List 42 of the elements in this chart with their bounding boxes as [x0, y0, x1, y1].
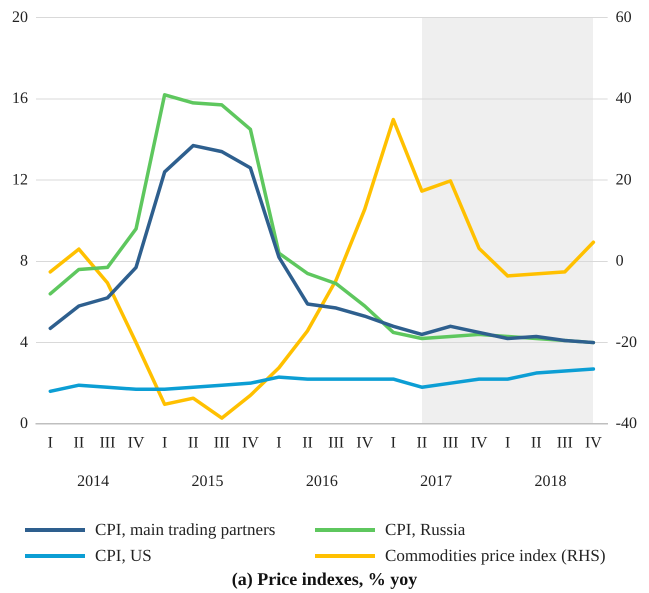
x-tick-label: III: [328, 434, 344, 452]
x-tick-label: IV: [242, 434, 260, 452]
y2-tick-label: 20: [616, 171, 632, 188]
y-tick-label: 8: [20, 252, 28, 270]
x-tick-label: II: [302, 434, 313, 452]
x-tick-label: I: [48, 434, 53, 452]
x-tick-label: IV: [356, 434, 374, 452]
x-tick-label: III: [99, 434, 116, 452]
text: 2016: [306, 473, 338, 490]
x-tick-label: I: [504, 434, 510, 452]
x-tick-label: II: [530, 434, 542, 452]
text: (a) Price indexes, % yoy: [230, 569, 418, 590]
y2-tick-label: -20: [616, 334, 637, 351]
text: 2014: [77, 473, 110, 490]
text: 2018: [534, 473, 567, 490]
legend-label: CPI, US: [95, 546, 152, 566]
y-tick-label: 12: [12, 171, 28, 188]
x-tick-label: III: [214, 434, 230, 452]
x-tick-label: IV: [128, 434, 145, 452]
x-tick-label: III: [442, 434, 458, 452]
y2-tick-label: 0: [616, 252, 624, 270]
text: 2015: [192, 473, 224, 490]
y-tick-label: 4: [20, 334, 28, 351]
x-tick-label: II: [188, 434, 199, 452]
legend-label: Commodities price index (RHS): [385, 546, 606, 566]
y-tick-label: 20: [12, 8, 28, 26]
x-tick-label: III: [556, 434, 573, 452]
y-tick-label: 0: [20, 415, 28, 432]
x-tick-label: I: [276, 434, 282, 452]
text: 2017: [420, 473, 452, 490]
y-tick-label: 16: [12, 90, 28, 108]
x-tick-label: I: [162, 434, 168, 452]
y2-tick-label: 60: [616, 8, 632, 26]
x-tick-label: I: [390, 434, 396, 452]
x-tick-label: II: [416, 434, 428, 452]
y2-tick-label: 40: [616, 90, 632, 108]
legend-label: CPI, main trading partners: [95, 520, 276, 540]
y2-tick-label: -40: [616, 415, 637, 432]
x-tick-label: IV: [584, 434, 602, 452]
x-tick-label: IV: [470, 434, 488, 452]
legend-label: CPI, Russia: [385, 520, 466, 540]
x-tick-label: II: [74, 434, 84, 452]
